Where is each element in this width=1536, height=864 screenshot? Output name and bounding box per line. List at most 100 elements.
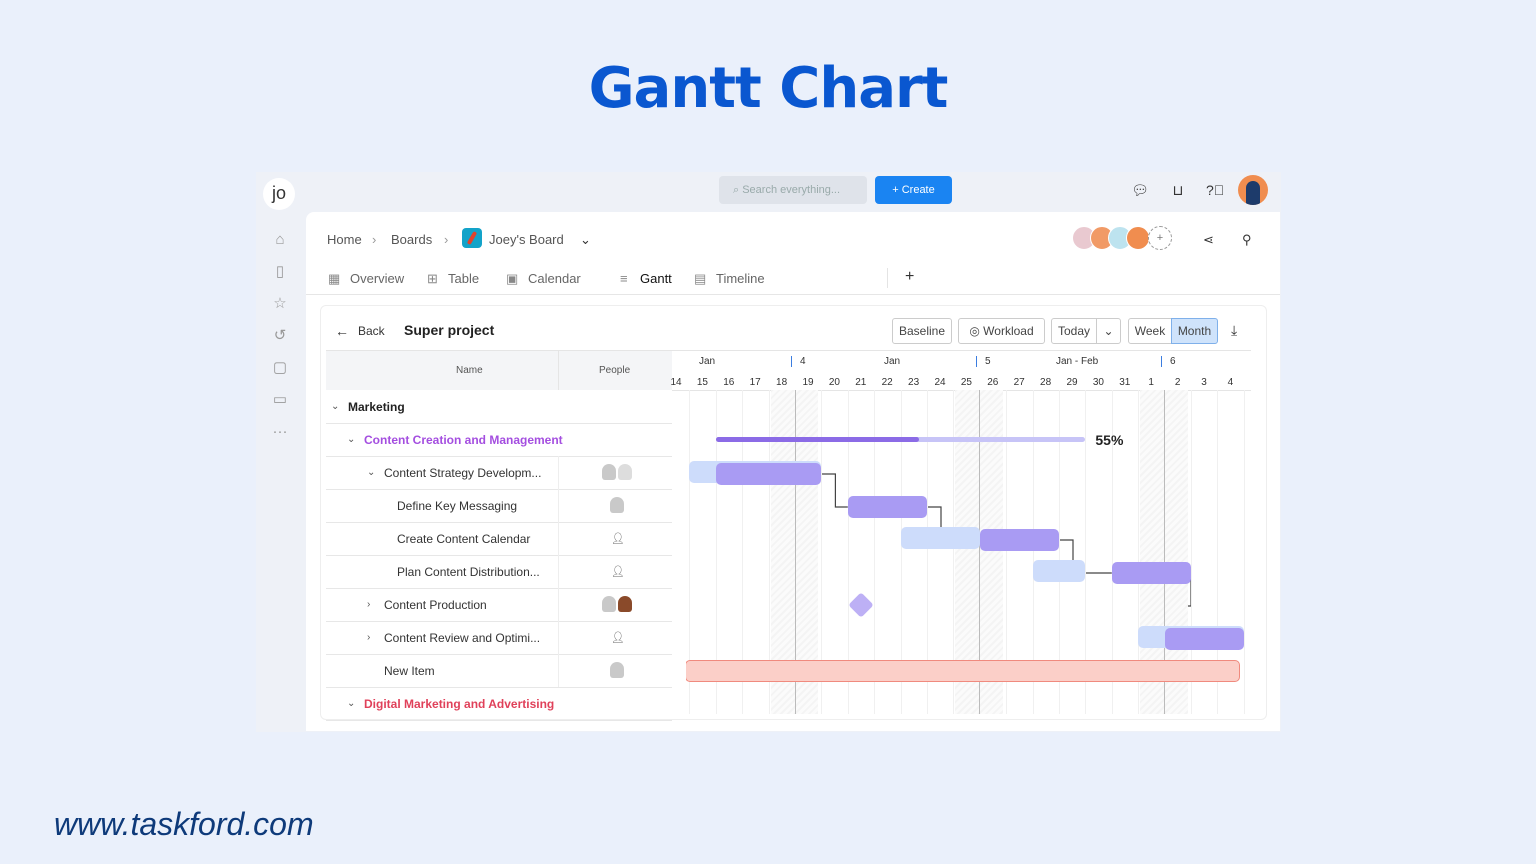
- arrow-left-icon[interactable]: ←: [335, 323, 349, 339]
- back-button[interactable]: Back: [358, 324, 385, 338]
- day-label: 27: [1013, 377, 1025, 388]
- chevron-down-icon[interactable]: ⌄: [367, 467, 376, 478]
- day-gridline: [1138, 390, 1140, 714]
- chevron-down-icon[interactable]: ⌄: [347, 434, 356, 445]
- month-button[interactable]: Month: [1171, 318, 1218, 344]
- filter-settings-icon[interactable]: ⚲: [1242, 232, 1252, 247]
- row-divider: [326, 654, 672, 655]
- tab-calendar[interactable]: Calendar: [528, 271, 581, 286]
- add-view-button[interactable]: +: [905, 268, 915, 285]
- task-bar[interactable]: [979, 529, 1059, 551]
- tab-table[interactable]: Table: [448, 271, 480, 286]
- row-divider: [326, 555, 672, 556]
- group-row-label[interactable]: Content Creation and Management: [364, 433, 563, 447]
- header-border: [326, 350, 1251, 351]
- week-boundary-line: [979, 390, 981, 714]
- day-label: 21: [855, 377, 867, 388]
- folder-icon[interactable]: ▭: [272, 391, 288, 408]
- baseline-bar: [900, 527, 980, 549]
- member-avatar[interactable]: [1126, 226, 1150, 250]
- workload-button[interactable]: ◎ Workload: [958, 318, 1045, 344]
- assignee-avatar[interactable]: [618, 464, 632, 480]
- assign-person-icon[interactable]: 👤︎: [611, 566, 625, 578]
- assignee-avatar[interactable]: [602, 464, 616, 480]
- task-row-label[interactable]: Content Production: [384, 598, 487, 612]
- breadcrumb-home[interactable]: Home: [327, 232, 362, 247]
- day-label: 4: [1227, 377, 1234, 388]
- assignee-avatar[interactable]: [610, 662, 624, 678]
- group-row-label[interactable]: Digital Marketing and Advertising: [364, 697, 555, 711]
- history-icon[interactable]: ↺: [273, 327, 287, 344]
- tab-divider-line: [306, 294, 1280, 295]
- day-label: 31: [1119, 377, 1131, 388]
- grid-icon: ▦: [328, 271, 341, 286]
- task-bar[interactable]: [1164, 628, 1244, 650]
- day-label: 22: [881, 377, 893, 388]
- task-row-label[interactable]: Content Review and Optimi...: [384, 631, 541, 645]
- day-label: 2: [1174, 377, 1181, 388]
- help-icon[interactable]: ?⃝: [1206, 182, 1225, 198]
- day-gridline: [689, 390, 691, 714]
- task-bar[interactable]: [1111, 562, 1191, 584]
- task-bar[interactable]: [847, 496, 927, 518]
- day-gridline: [1059, 390, 1060, 714]
- add-member-icon[interactable]: +: [1148, 226, 1172, 250]
- day-gridline: [1243, 390, 1245, 714]
- column-header-name[interactable]: Name: [456, 365, 483, 376]
- share-icon[interactable]: ⋖: [1203, 232, 1214, 247]
- day-label: 19: [802, 377, 814, 388]
- task-bar-red[interactable]: [686, 660, 1240, 682]
- breadcrumb-board[interactable]: Joey's Board: [489, 232, 564, 247]
- day-label: 24: [934, 377, 946, 388]
- create-button[interactable]: + Create: [875, 176, 952, 204]
- user-avatar[interactable]: [1238, 175, 1268, 205]
- more-icon[interactable]: ···: [272, 423, 288, 440]
- home-icon[interactable]: ⌂: [275, 231, 285, 248]
- chevron-right-icon[interactable]: ›: [367, 599, 371, 610]
- task-row-label[interactable]: New Item: [384, 664, 435, 678]
- day-gridline: [1217, 390, 1219, 714]
- day-label: 18: [776, 377, 788, 388]
- chevron-right-icon[interactable]: ›: [367, 632, 371, 643]
- breadcrumb-boards[interactable]: Boards: [391, 232, 433, 247]
- task-row-label[interactable]: Content Strategy Developm...: [384, 466, 542, 480]
- chevron-down-icon[interactable]: ⌄: [347, 698, 356, 709]
- task-row-label[interactable]: Define Key Messaging: [397, 499, 518, 513]
- workspace-avatar[interactable]: jo: [263, 178, 295, 210]
- day-label: 1: [1148, 377, 1154, 388]
- week-button[interactable]: Week: [1128, 318, 1172, 344]
- chevron-down-icon[interactable]: ⌄: [331, 401, 340, 412]
- day-label: 23: [908, 377, 920, 388]
- day-gridline: [847, 390, 849, 714]
- star-icon[interactable]: ☆: [273, 295, 287, 312]
- day-label: 16: [723, 377, 735, 388]
- task-row-label[interactable]: Plan Content Distribution...: [397, 565, 540, 579]
- task-row-label[interactable]: Create Content Calendar: [397, 532, 531, 546]
- download-icon[interactable]: ⤓: [1231, 322, 1238, 338]
- baseline-button[interactable]: Baseline: [892, 318, 952, 344]
- board-icon[interactable]: ▢: [272, 359, 288, 376]
- tab-overview[interactable]: Overview: [350, 271, 405, 286]
- website-url: www.taskford.com: [54, 806, 314, 842]
- row-divider: [326, 621, 672, 622]
- assignee-avatar[interactable]: [610, 497, 624, 513]
- chevron-down-icon[interactable]: ⌄: [580, 232, 591, 247]
- tab-gantt[interactable]: Gantt: [640, 271, 672, 286]
- assign-person-icon[interactable]: 👤︎: [611, 632, 625, 644]
- inbox-icon[interactable]: ⊔: [1172, 182, 1184, 198]
- day-gridline: [900, 390, 902, 714]
- search-input[interactable]: ⌕ Search everything...: [719, 176, 867, 204]
- group-row-label[interactable]: Marketing: [348, 400, 405, 414]
- assign-person-icon[interactable]: 👤︎: [611, 533, 625, 545]
- assignee-avatar[interactable]: [618, 596, 632, 612]
- document-icon[interactable]: ▯: [275, 263, 285, 280]
- today-button[interactable]: Today: [1051, 318, 1097, 344]
- today-dropdown-chevron-icon[interactable]: ⌄: [1096, 318, 1121, 344]
- task-bar[interactable]: [715, 463, 822, 485]
- tab-timeline[interactable]: Timeline: [716, 271, 765, 286]
- tab-divider: [887, 268, 888, 288]
- assignee-avatar[interactable]: [602, 596, 616, 612]
- chat-icon[interactable]: 💬︎: [1131, 182, 1149, 198]
- month-label: Jan - Feb: [1056, 356, 1099, 367]
- column-header-people[interactable]: People: [599, 365, 631, 376]
